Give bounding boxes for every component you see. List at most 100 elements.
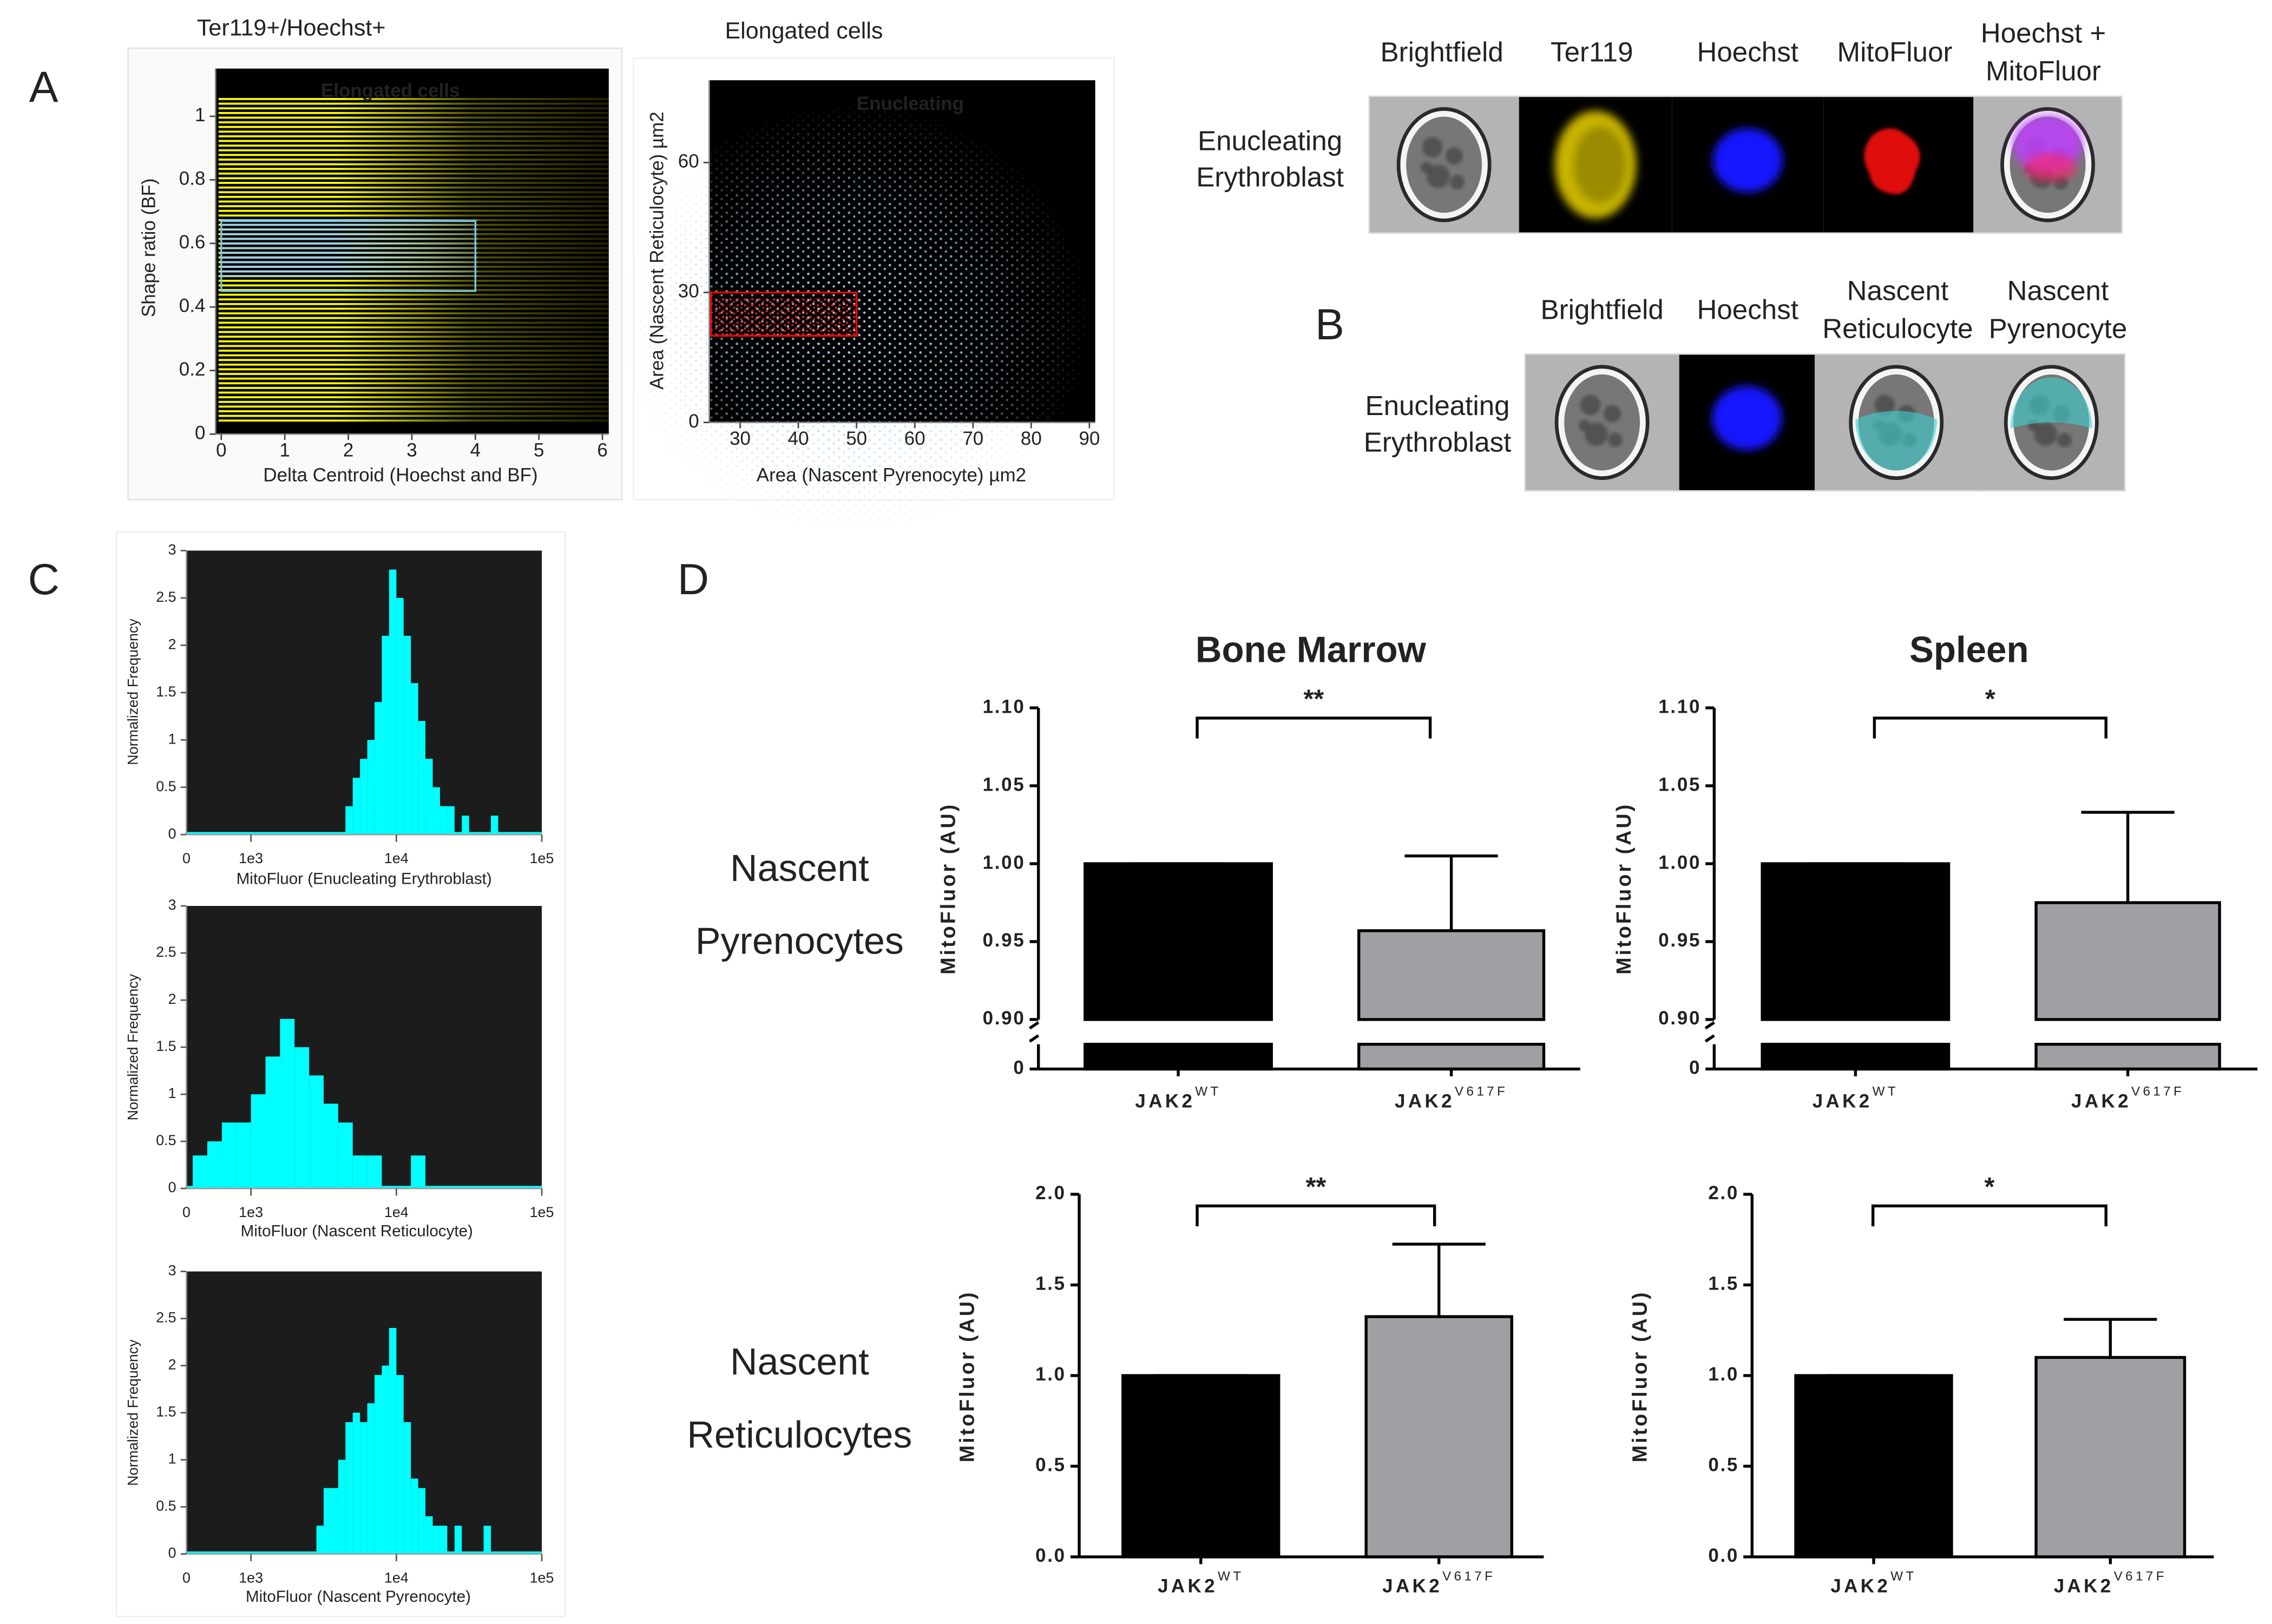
category: JAK2 [1395,1091,1455,1112]
histogram-bar [439,1526,448,1554]
panel-label: B [1315,300,1344,349]
image-strip-border [1524,353,2126,492]
histogram-bar [462,816,469,835]
y-tick-label: 2.0 [1035,1182,1066,1204]
image-header: Hoechst [1697,36,1798,67]
y-tick-label: 1.05 [983,774,1026,795]
y-tick-label: 30 [678,281,699,302]
histogram-bar [396,1375,404,1554]
image-header: MitoFluor [1986,55,2101,86]
x-tick-label: JAK2V617F [2071,1084,2184,1112]
histogram-bar [221,1122,237,1189]
cell-halo [2000,107,2096,222]
y-tick-label: 0.0 [1035,1545,1066,1566]
histogram-bar [367,1403,375,1554]
histogram-bar [375,702,382,835]
y-tick-label: 2 [168,991,176,1007]
category: JAK2 [1813,1091,1873,1112]
y-tick-label: 0.5 [156,1132,176,1148]
histogram-bar [324,1103,338,1189]
histogram-bar [316,1526,324,1554]
bar [1357,929,1546,1021]
chart-title: Ter119+/Hoechst+ [197,15,386,41]
cell-texture [1874,395,1895,416]
category-superscript: WT [1195,1084,1221,1099]
image-header: Nascent [2007,275,2109,306]
x-tick-label: 1e3 [239,850,263,866]
y-tick-label: 0 [195,422,205,443]
bar [2034,1356,2186,1559]
histogram-bar [425,1516,433,1554]
histogram-bar [418,721,426,835]
histogram-bar [207,1141,222,1189]
significance-label: ** [1305,1172,1326,1201]
image-header: Ter119 [1551,36,1633,67]
histogram-bar [360,759,367,835]
category-superscript: V617F [2114,1569,2167,1584]
cell-halo [1396,107,1492,222]
gate-label: Enucleating [857,93,964,114]
gate [710,291,858,337]
x-tick-label: JAK2WT [1813,1084,1899,1112]
histogram-bar [345,806,353,835]
y-axis-label: Normalized Frequency [125,619,141,765]
significance-bracket [1196,1204,1436,1227]
category: JAK2 [2054,1576,2114,1597]
cell-texture [1603,405,1621,423]
x-tick-label: 6 [597,440,607,461]
stain [1573,127,1626,203]
y-tick-label: 0.5 [1708,1455,1739,1476]
histogram-bar [382,1365,389,1554]
y-tick-label: 2 [168,636,176,652]
histogram-bar [389,1327,397,1554]
cell-rim [1400,110,1488,219]
y-tick-label: 0 [168,1545,176,1561]
histogram-bar [454,1526,462,1554]
y-tick-label: 0.95 [1658,930,1701,951]
y-tick-label: 1.5 [156,1038,176,1054]
x-tick-label: 5 [534,440,544,461]
y-tick-label: 0 [168,1179,176,1195]
y-tick-label: 1 [168,1085,176,1101]
histogram-bar [382,635,389,835]
histogram-bar [193,1155,208,1189]
x-axis-label: MitoFluor (Enucleating Erythroblast) [237,870,492,887]
cell-texture [2057,432,2072,448]
y-tick-label: 3 [168,1263,176,1279]
image-header: Brightfield [1380,36,1503,67]
y-axis-label: MitoFluor (AU) [955,1290,978,1462]
row-label: Erythroblast [1364,427,1512,458]
histogram-bar [294,1047,310,1189]
y-tick-label: 1.5 [1708,1273,1739,1294]
cell-halo [2004,365,2099,480]
y-axis-label: MitoFluor (AU) [937,803,960,975]
image-header: Pyrenocyte [1989,313,2127,344]
cell-texture [1449,175,1465,190]
histogram-bar [418,1488,426,1554]
cell-halo [1554,365,1650,480]
cell-texture [1584,422,1608,446]
x-tick-label: 90 [1079,428,1100,449]
x-tick-label: 1e5 [530,850,554,866]
y-tick-label: 0.8 [179,168,206,189]
x-axis-label: Area (Nascent Pyrenocyte) µm2 [757,464,1026,485]
y-tick-label: 1.00 [1658,852,1701,873]
bar [1084,1043,1273,1071]
y-tick-label: 1.05 [1658,774,1701,795]
histogram-bar [411,1478,418,1554]
image-header: Nascent [1847,275,1949,306]
histogram-bar [352,1412,360,1554]
row-label: Pyrenocytes [695,920,904,962]
histogram-bar [403,635,411,835]
x-axis-label: Delta Centroid (Hoechst and BF) [263,464,537,485]
overlay [1855,411,1938,471]
cell-texture [1445,147,1463,165]
histogram-bar [389,569,397,835]
y-tick-label: 1.0 [1035,1364,1066,1385]
y-tick-label: 0.95 [983,930,1026,951]
x-axis-label: MitoFluor (Nascent Reticulocyte) [241,1222,473,1240]
panel-label: D [678,555,709,604]
y-tick-label: 0 [688,411,699,432]
y-axis-label: MitoFluor (AU) [1612,803,1635,975]
